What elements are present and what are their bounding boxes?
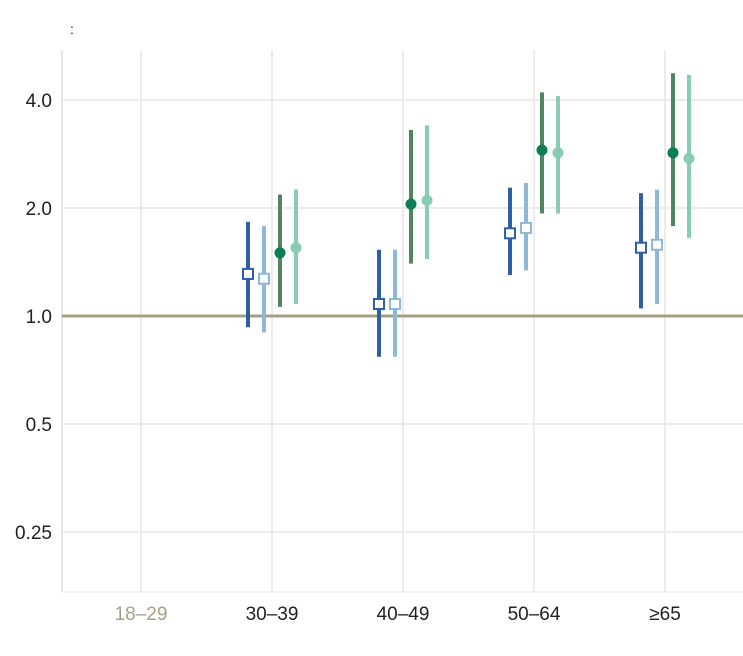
point-marker [405,198,417,210]
point-marker [651,238,663,251]
series-4 [290,74,695,305]
point-marker [520,221,532,234]
point-marker [290,242,302,254]
point-marker [635,241,647,254]
point-marker [667,147,679,159]
y-tick-label: 0.25 [15,523,52,544]
y-tick-label: 0.5 [26,415,52,436]
point-marker [258,272,270,285]
y-tick-label: 1.0 [26,307,52,328]
point-marker [552,147,564,159]
point-marker [421,194,433,206]
point-marker [373,298,385,311]
point-marker [683,152,695,164]
x-axis-ticks: 18–29 30–39 40–49 50–64 ≥65 [115,604,681,625]
point-marker [536,144,548,156]
grid [61,50,743,593]
series-1 [242,187,647,357]
y-tick-label: 2.0 [26,199,52,220]
x-tick-label: 50–64 [508,604,561,625]
y-axis-ticks: 0.25 0.5 1.0 2.0 4.0 [15,91,52,544]
point-marker [389,298,401,311]
series-2 [258,182,663,357]
series-group [242,73,695,357]
x-tick-label: ≥65 [649,604,681,625]
point-marker [242,267,254,280]
x-tick-label: 18–29 [115,604,168,625]
x-tick-label: 40–49 [377,604,430,625]
series-3 [274,73,679,307]
point-marker [504,227,516,240]
point-marker [274,247,286,259]
y-tick-label: 4.0 [26,91,52,112]
corner-mark: : [70,21,74,37]
x-tick-label: 30–39 [246,604,299,625]
